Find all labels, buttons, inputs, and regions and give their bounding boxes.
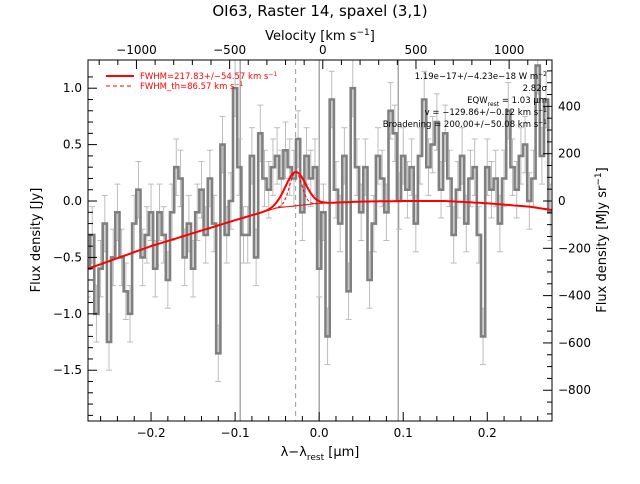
annotation-velocity-text: v = −129.86+/−0.12 km s [425,108,539,118]
v-tick-label: −1000 [116,43,157,57]
annotation-velocity-sup: −1 [538,107,547,114]
y-tick-label: 1.0 [63,81,82,95]
y-tick-label: 0.5 [63,138,82,152]
v-tick-label: 0 [319,43,327,57]
legend: FWHM=217.83+/−54.57 km s−1 FWHM_th=86.57… [106,71,277,92]
y-right-tick-label: 400 [558,99,581,113]
v-tick-label: 500 [405,43,428,57]
top-axis-label-sup: −1 [356,28,369,38]
top-axis-label-text: Velocity [km s [265,29,357,44]
y-tick-label: 0.0 [63,194,82,208]
y-tick-label: −1.5 [53,363,82,377]
v-tick-label: 1000 [494,43,525,57]
y-tick-label: −1.0 [53,307,82,321]
legend-label-fwhm-sup: −1 [268,71,277,78]
annotation-broadening-text: Broadening = 200.00+/−50.08 km s [383,120,539,130]
x-tick-label: 0.1 [394,426,413,440]
legend-label-fwhm-text: FWHM=217.83+/−54.57 km s [140,72,269,82]
y-right-tick-label: −400 [558,289,591,303]
v-tick-label: −500 [213,43,246,57]
annotation-eqw-value: = 1.03 μm [499,96,547,106]
top-axis-label-close: ] [370,29,375,44]
legend-label-fwhm: FWHM=217.83+/−54.57 km s−1 [140,71,277,82]
y-right-tick-label: 200 [558,147,581,161]
annotation-eqw-text: EQW [467,96,488,106]
y-axis-label: Flux density [Jy] [29,188,44,293]
y-right-tick-label: −600 [558,336,591,350]
legend-label-fwhm-th: FWHM_th=86.57 km s−1 [140,81,244,92]
y-right-axis-label: Flux density [MJy sr−1] [594,167,610,312]
y-right-tick-label: 0 [558,194,566,208]
annotation-significance: 2.82σ [523,84,548,94]
x-axis-label-sub: rest [307,453,325,463]
annotation-line-flux: 1.19e−17+/−4.23e−18 W m−2 [415,71,547,82]
annotation-eqw: EQWrest = 1.03 μm [467,96,547,108]
y-tick-label: −0.5 [53,250,82,264]
axes-layer: −0.2 −0.1 0.0 0.1 0.2 −1000 −500 0 500 1000 −1.5 −1… [53,43,591,440]
annotation-line-flux-text: 1.19e−17+/−4.23e−18 W m [415,72,538,82]
y-right-axis-label-close: ] [595,167,610,172]
y-right-axis-label-text: Flux density [MJy sr [595,185,610,313]
x-tick-label: 0.2 [478,426,497,440]
plot-clip-group [88,60,552,421]
chart-title: OI63, Raster 14, spaxel (3,1) [212,2,427,20]
annotation-line-flux-sup: −2 [538,71,547,78]
plot-layer [88,60,552,421]
top-axis-label: Velocity [km s−1] [265,28,375,44]
y-right-axis-label-sup: −1 [594,172,604,185]
x-tick-label: 0.0 [310,426,329,440]
fit-curve [88,170,552,270]
x-axis-label: λ−λrest [μm] [281,445,360,463]
annotation-broadening: Broadening = 200.00+/−50.08 km s−1 [383,119,547,130]
y-right-tick-label: −800 [558,383,591,397]
x-axis-label-text: λ−λ [281,445,308,460]
annotation-eqw-sub: rest [488,101,500,108]
y-right-tick-label: −200 [558,241,591,255]
legend-label-fwhm-th-text: FWHM_th=86.57 km s [140,82,235,92]
x-axis-label-unit: [μm] [324,445,359,460]
annotation-broadening-sup: −1 [538,119,547,126]
data-series [88,64,552,355]
legend-label-fwhm-th-sup: −1 [234,81,243,88]
fit-annotations: 1.19e−17+/−4.23e−18 W m−2 2.82σ EQWrest … [383,71,548,130]
annotation-velocity: v = −129.86+/−0.12 km s−1 [425,107,548,118]
plot-frame [87,59,553,422]
x-tick-label: −0.1 [221,426,250,440]
x-tick-label: −0.2 [136,426,165,440]
